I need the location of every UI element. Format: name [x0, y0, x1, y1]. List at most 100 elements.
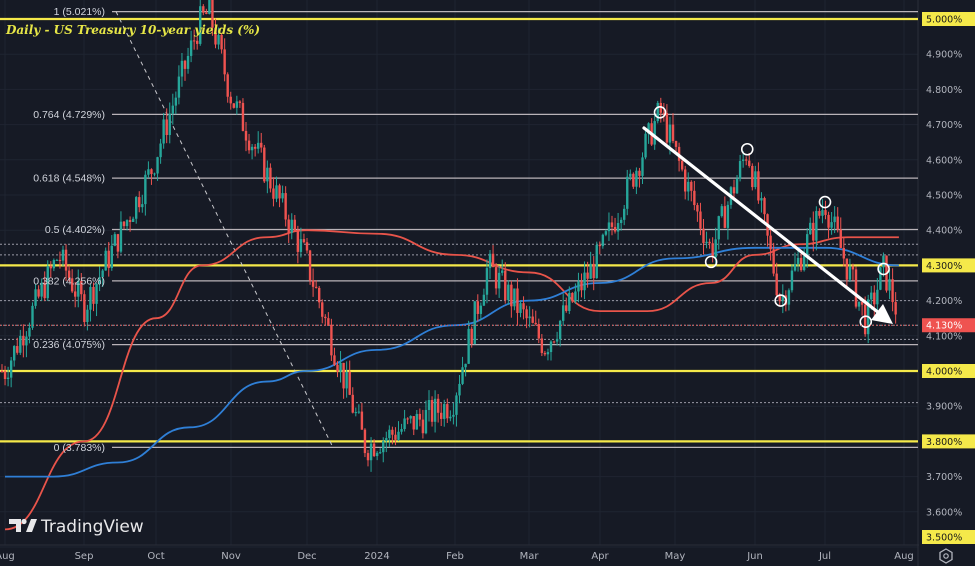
candle — [250, 143, 254, 160]
candle — [491, 245, 495, 268]
candle — [171, 93, 174, 125]
settings-gear-icon[interactable] — [939, 548, 953, 564]
time-tick-label: 2024 — [364, 551, 389, 562]
candle — [757, 162, 760, 204]
candle — [104, 247, 107, 271]
candle — [735, 175, 739, 194]
annotations — [642, 105, 893, 329]
time-tick-label: Aug — [0, 551, 15, 562]
candle — [257, 131, 260, 154]
fib-level-label: 0.764 (4.729%) — [33, 109, 105, 121]
candle — [537, 318, 540, 344]
candle — [754, 165, 757, 190]
candle — [464, 363, 467, 377]
swing-point-circle-icon — [774, 294, 787, 307]
candle — [253, 144, 257, 157]
candle — [92, 282, 95, 312]
fib-level-label: 0.5 (4.402%) — [45, 224, 105, 236]
candle — [86, 304, 89, 331]
candle — [674, 140, 678, 152]
candle — [37, 285, 40, 299]
candle — [113, 232, 117, 247]
candle — [159, 138, 162, 164]
candle — [101, 268, 104, 287]
candle — [168, 102, 171, 144]
candle — [443, 399, 446, 427]
candle — [70, 269, 74, 294]
candle — [482, 288, 486, 306]
swing-point-circle-icon — [877, 262, 890, 276]
candle — [186, 47, 190, 74]
candle — [369, 437, 373, 472]
candle — [424, 400, 428, 435]
candle — [318, 286, 321, 309]
candle — [577, 272, 580, 303]
candle — [574, 283, 577, 304]
price-tick-label: 4.100% — [926, 331, 962, 342]
candle — [31, 302, 34, 330]
candles — [0, 0, 897, 472]
candle — [882, 252, 885, 277]
price-tick-label: 4.500% — [926, 191, 962, 202]
candle — [583, 261, 586, 300]
candle — [397, 421, 400, 442]
candle — [772, 242, 775, 277]
candle — [699, 202, 702, 236]
candle — [327, 312, 330, 326]
candle — [385, 431, 388, 453]
candle — [58, 251, 62, 269]
candle — [107, 242, 110, 277]
candle — [470, 326, 473, 348]
candle — [238, 100, 242, 108]
candle — [324, 314, 327, 326]
candle — [302, 233, 306, 244]
swing-point-circle-icon — [704, 255, 718, 269]
candle — [848, 258, 852, 282]
candle — [211, 0, 214, 36]
candle — [409, 415, 412, 424]
time-axis[interactable]: Aug Sep Oct Nov Dec 2024 Feb Mar Apr May Jun Jul Aug — [0, 551, 914, 562]
candle — [241, 98, 245, 132]
candle — [540, 334, 544, 357]
candle — [46, 260, 49, 302]
candle — [455, 392, 458, 427]
candle — [623, 204, 626, 226]
candle — [644, 131, 647, 160]
candle — [488, 250, 492, 279]
candle — [214, 18, 217, 49]
candle — [336, 361, 339, 378]
candle — [485, 259, 489, 304]
candle — [671, 113, 675, 144]
candle — [64, 244, 68, 281]
candle — [629, 169, 632, 181]
candle — [19, 329, 22, 355]
candle — [854, 266, 858, 309]
candle — [49, 261, 52, 278]
candle — [580, 273, 583, 298]
candle — [763, 196, 766, 223]
candle — [641, 152, 644, 185]
time-tick-label: Jul — [818, 551, 831, 562]
time-tick-label: Apr — [591, 551, 609, 562]
candle — [726, 201, 730, 240]
candle — [144, 170, 147, 216]
candle — [684, 165, 687, 200]
fib-level-label: 0.382 (4.256%) — [33, 275, 105, 287]
candle — [693, 180, 696, 211]
candle — [708, 238, 711, 249]
candle — [604, 229, 608, 237]
candle — [83, 290, 86, 327]
candle — [351, 387, 354, 414]
swing-point-circle-icon — [859, 315, 873, 329]
price-tick-label: 4.800% — [926, 85, 962, 96]
candle — [601, 233, 605, 249]
candle — [720, 203, 723, 218]
moving-average-line — [4, 229, 899, 531]
candle — [360, 402, 364, 430]
candle — [635, 167, 638, 195]
time-tick-label: Oct — [147, 551, 164, 562]
candle — [806, 228, 809, 268]
